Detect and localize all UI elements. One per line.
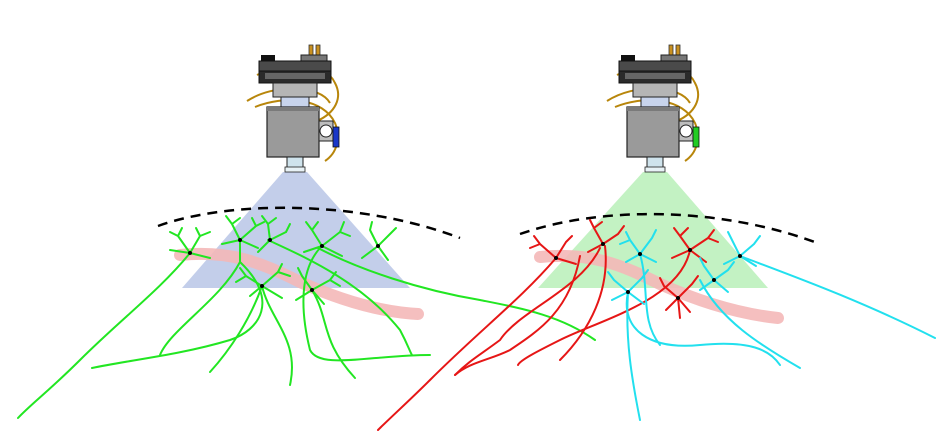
right-neuron-red-2	[587, 219, 625, 253]
left-neuron-7	[295, 267, 341, 305]
left-neuron-group	[17, 215, 596, 419]
left-neuron-4	[303, 221, 351, 257]
left-brain-surface-line	[157, 206, 461, 240]
left-microscope-icon	[246, 44, 340, 173]
left-neuron-2	[221, 215, 265, 263]
right-neuron-cyan-4	[699, 257, 735, 293]
right-microscope-icon	[606, 44, 700, 173]
right-neuron-red-1	[529, 235, 577, 265]
right-led-indicator	[692, 126, 700, 148]
left-blood-vessel	[174, 247, 424, 320]
right-neuron-group-cyan	[607, 229, 936, 421]
right-panel	[377, 44, 936, 431]
right-neuron-red-3	[671, 227, 719, 263]
right-neuron-cyan-1	[619, 229, 657, 263]
right-brain-surface-line	[519, 212, 821, 246]
left-led-indicator	[332, 126, 340, 148]
left-light-cone	[182, 172, 410, 288]
left-neuron-1	[169, 227, 211, 259]
right-light-cone	[538, 172, 768, 288]
left-neuron-3	[257, 215, 291, 253]
right-neuron-cyan-3	[607, 269, 649, 305]
right-neuron-red-4	[659, 275, 699, 319]
right-blood-vessel	[534, 249, 784, 324]
right-neuron-cyan-2	[723, 231, 761, 267]
left-neuron-6	[235, 263, 291, 299]
left-panel	[17, 44, 596, 419]
right-neuron-group-red	[377, 219, 719, 431]
left-neuron-5	[361, 221, 397, 261]
